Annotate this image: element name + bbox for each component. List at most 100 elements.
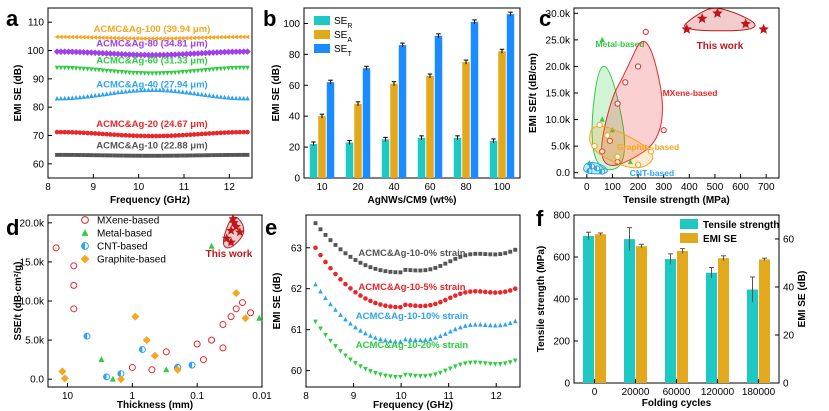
data-point xyxy=(219,320,227,328)
data-point xyxy=(438,370,443,376)
data-point xyxy=(233,34,238,40)
data-point xyxy=(463,290,468,295)
data-point xyxy=(313,245,318,251)
data-point xyxy=(114,50,122,58)
data-point xyxy=(152,51,160,59)
data-point xyxy=(660,127,667,134)
data-point xyxy=(408,268,413,273)
y-tick-label: 25.0k xyxy=(546,35,571,46)
panel-letter: d xyxy=(6,215,19,240)
data-point xyxy=(66,129,71,135)
data-point xyxy=(210,35,215,40)
data-point xyxy=(606,137,613,144)
x-tick-label: 9 xyxy=(91,182,97,193)
panel-letter: b xyxy=(263,6,276,31)
y-tick-label: 61 xyxy=(291,325,303,336)
x-tick-label: 300 xyxy=(655,182,672,193)
data-point xyxy=(218,34,223,40)
data-point xyxy=(463,323,468,328)
data-point xyxy=(221,48,228,56)
y2-tick-label: 60 xyxy=(783,235,795,246)
legend-label: CNT-based xyxy=(97,242,148,253)
data-point xyxy=(428,373,433,379)
data-point xyxy=(453,256,458,261)
data-point xyxy=(111,90,117,95)
data-point-fill xyxy=(594,165,598,172)
series-1 xyxy=(53,48,251,59)
data-point xyxy=(133,51,141,59)
data-point xyxy=(368,265,373,270)
data-point xyxy=(57,48,65,55)
data-point xyxy=(408,373,413,378)
data-point xyxy=(512,318,518,324)
data-point xyxy=(507,288,513,293)
data-point xyxy=(348,321,353,326)
data-point xyxy=(398,270,403,275)
y-tick-label: 600 xyxy=(553,253,570,264)
x-tick-label: 10 xyxy=(133,182,145,193)
data-point xyxy=(313,281,318,287)
x-tick-label: 0.01 xyxy=(252,391,272,402)
bar xyxy=(665,259,676,383)
data-point xyxy=(233,95,239,101)
data-point xyxy=(398,339,403,344)
data-point xyxy=(363,263,368,268)
data-point xyxy=(245,65,250,71)
data-point xyxy=(88,49,95,56)
data-point xyxy=(54,129,60,135)
data-point xyxy=(199,356,207,364)
x-tick-label: 40 xyxy=(388,182,400,193)
data-point xyxy=(225,34,231,40)
series-4 xyxy=(54,129,250,139)
data-point xyxy=(373,300,378,306)
this-work-label: This work xyxy=(697,41,744,52)
data-point xyxy=(168,51,175,59)
data-point xyxy=(104,153,109,158)
series-5 xyxy=(55,152,250,158)
data-point xyxy=(61,34,67,40)
data-point-fill xyxy=(599,169,603,175)
data-point xyxy=(100,68,106,73)
this-work-point xyxy=(712,7,723,18)
y-tick-label: 5.0k xyxy=(551,142,571,153)
data-point xyxy=(84,49,91,56)
data-point xyxy=(195,131,201,137)
data-point xyxy=(191,90,197,96)
bar xyxy=(434,35,443,179)
data-point xyxy=(54,95,60,101)
panel-c: c 0 100 200 300 400 500 600 700 0.0 5.0k 10.0k 15.0k… xyxy=(528,6,780,206)
data-point xyxy=(146,87,151,93)
data-point xyxy=(191,132,197,137)
data-point xyxy=(58,95,64,101)
x-tick-label: 20 xyxy=(352,182,364,193)
data-point xyxy=(236,48,244,55)
data-point xyxy=(245,129,250,135)
data-point xyxy=(111,132,117,137)
data-point xyxy=(383,337,388,343)
data-point xyxy=(497,290,503,295)
data-point xyxy=(146,133,151,139)
data-point xyxy=(93,153,98,158)
data-point xyxy=(172,36,177,41)
data-point xyxy=(54,34,59,40)
data-point xyxy=(233,65,239,71)
data-point xyxy=(96,68,102,73)
data-point xyxy=(482,322,488,327)
x-tick-label: 11 xyxy=(179,182,190,193)
data-point xyxy=(104,131,109,137)
data-point xyxy=(122,51,129,58)
data-point xyxy=(237,129,243,135)
legend-label: Graphite-based xyxy=(97,255,166,266)
data-point xyxy=(363,366,368,372)
this-work-label: This work xyxy=(206,249,253,260)
data-point xyxy=(368,333,373,338)
legend-swatch xyxy=(314,44,330,53)
this-work-point xyxy=(696,13,708,24)
data-point xyxy=(99,35,105,40)
data-point xyxy=(418,303,423,309)
data-point xyxy=(423,374,428,379)
y-tick-label: 400 xyxy=(553,295,570,306)
data-point xyxy=(241,65,246,71)
data-point xyxy=(176,70,182,75)
bar xyxy=(506,14,515,178)
